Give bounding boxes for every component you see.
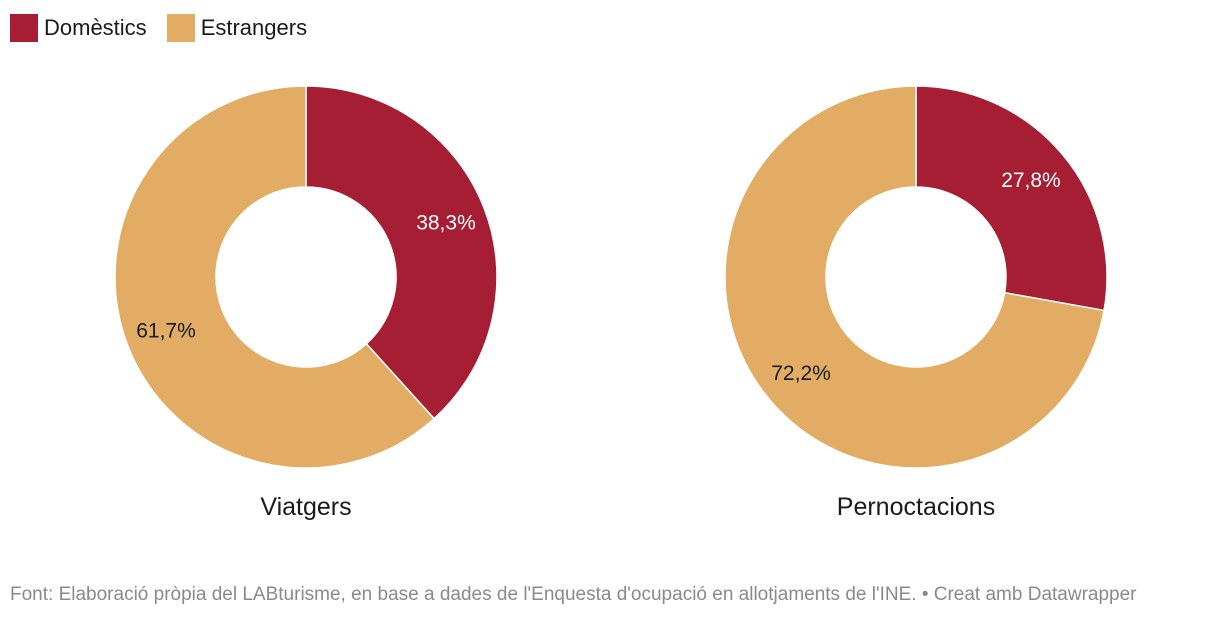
slice-label-1-1: 72,2% [771,362,831,385]
legend-swatch-estrangers [166,14,195,42]
chart-title-1: Pernoctacions [837,493,995,521]
legend-swatch-domestics [10,14,38,42]
slice-estrangers-1 [724,85,1105,469]
chart-title-0: Viatgers [260,493,351,521]
slice-label-0-0: 38,3% [416,212,476,235]
legend-item-domestics: Domèstics [10,14,147,42]
legend: Domèstics Estrangers [10,12,327,44]
slice-domstics-1 [915,85,1108,312]
legend-label-domestics: Domèstics [44,15,147,40]
slice-domstics-0 [305,85,498,420]
legend-item-estrangers: Estrangers [166,14,308,42]
donut-charts: 38,3% 61,7% Viatgers 27,8% 72,2% Pernoctacion… [114,85,1108,521]
donut-chart-pernoctacions: 27,8% 72,2% Pernoctacions [724,85,1108,521]
source-footer: Font: Elaboració pròpia del LABturisme, … [10,584,1137,605]
slice-label-0-1: 61,7% [136,319,196,342]
legend-label-estrangers: Estrangers [200,15,308,40]
slice-estrangers-0 [114,85,436,469]
donut-chart-viatgers: 38,3% 61,7% Viatgers [114,85,498,521]
slice-label-1-0: 27,8% [1001,169,1061,192]
